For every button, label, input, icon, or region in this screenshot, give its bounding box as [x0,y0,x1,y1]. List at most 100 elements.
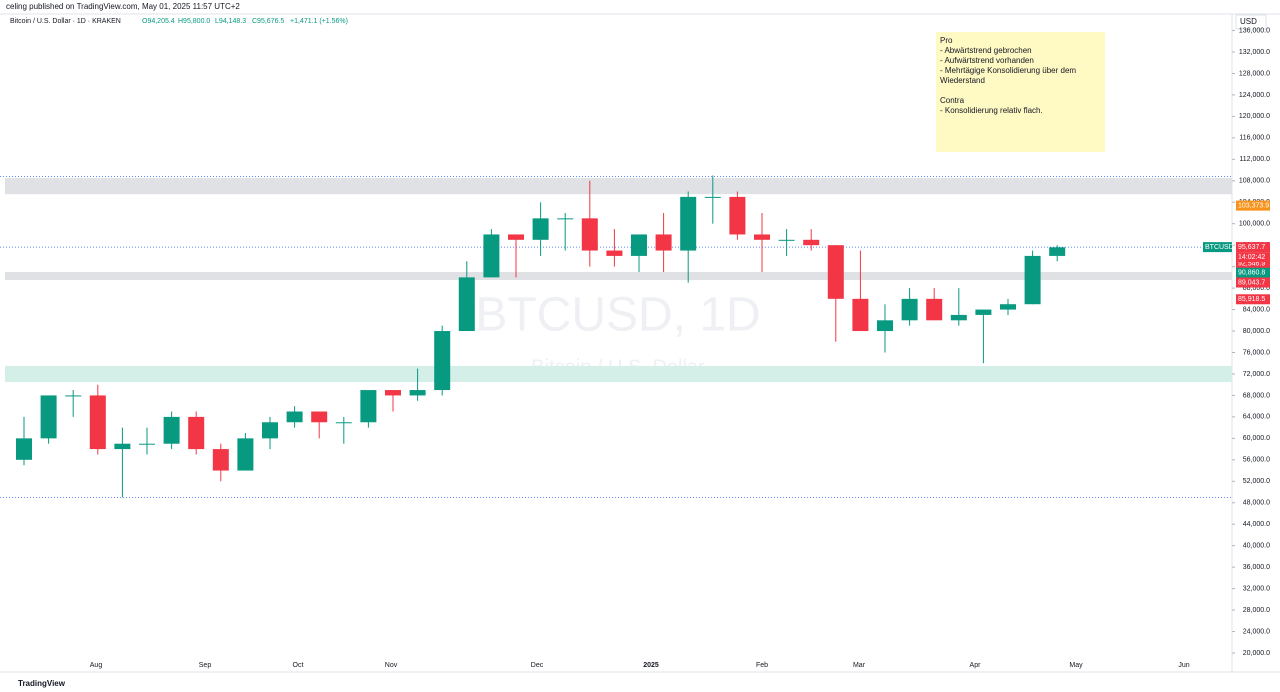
candle-body [89,395,106,450]
candle-body [163,416,180,444]
y-tick-label: 76,000.0 [1243,349,1270,356]
note-text: Contra [940,96,965,105]
candle-body [311,411,328,423]
candle-body [1024,255,1041,305]
candle-body [508,234,524,240]
y-tick-label: 56,000.0 [1243,457,1270,464]
candle-body [237,438,254,471]
candle-body [1000,304,1016,310]
candle-body [286,411,303,423]
y-tick-label: 116,000.0 [1239,135,1270,142]
y-tick-label: 100,000.0 [1239,221,1270,228]
candle-body [852,298,869,332]
low: L94,148.3 [215,18,246,25]
price-label: 92,546.9 [1238,261,1265,268]
price-label: 95,637.7 [1238,244,1265,251]
y-tick-label: 32,000.0 [1243,585,1270,592]
candle-body [385,390,401,396]
watermark: BTCUSD, 1D [475,289,760,342]
candle-body [139,443,155,445]
candle-body [409,390,426,396]
y-tick-label: 52,000.0 [1243,478,1270,485]
candle-body [950,314,967,321]
candle-body [926,298,943,321]
x-tick-label: Nov [385,662,398,669]
open: O94,205.4 [142,18,175,25]
candle-body [16,438,32,460]
x-tick-label: Feb [756,662,768,669]
candle-body [704,196,721,198]
candle-body [458,277,475,332]
price-label-box [1236,200,1270,211]
y-tick-label: 44,000.0 [1243,521,1270,528]
y-tick-label: 80,000.0 [1243,328,1270,335]
symbol: Bitcoin / U.S. Dollar · 1D · KRAKEN [10,18,121,25]
note-text: - Aufwärtstrend vorhanden [940,56,1034,65]
candle-body [581,218,598,251]
y-tick-label: 20,000.0 [1243,650,1270,657]
y-tick-label: 72,000.0 [1243,371,1270,378]
x-tick-label: Dec [531,662,544,669]
currency-box [1235,14,1267,30]
change: +1,471.1 (+1.56%) [290,18,348,25]
zone [5,178,1232,195]
candle-body [188,416,205,450]
price-label: 89,043.7 [1238,279,1265,286]
countdown: 14:02:42 [1238,254,1265,261]
candle-body [483,234,500,278]
ticker-tag: BTCUSD [1205,244,1234,251]
price-label-box [1236,258,1270,269]
y-tick-label: 128,000.0 [1239,70,1270,77]
price-label-box [1236,294,1270,305]
x-tick-label: Apr [970,662,982,669]
countdown-box [1236,252,1270,263]
price-label: 90,860.8 [1238,270,1265,277]
x-tick-label: 2025 [643,662,659,669]
candle-body [434,331,451,391]
y-tick-label: 124,000.0 [1239,92,1270,99]
candle-body [532,218,549,240]
candle-body [557,218,574,220]
published: celing published on TradingView.com, May… [6,2,240,11]
x-tick-label: Jun [1178,662,1189,669]
candle-body [114,443,131,450]
candle-body [40,395,57,439]
y-tick-label: 36,000.0 [1243,564,1270,571]
x-tick-label: Aug [90,662,103,669]
zone [5,272,1232,281]
candle-body [803,239,820,246]
y-tick-label: 24,000.0 [1243,628,1270,635]
y-tick-label: 88,000.0 [1243,285,1270,292]
x-tick-label: May [1069,662,1083,669]
y-tick-label: 120,000.0 [1239,113,1270,120]
y-tick-label: 112,000.0 [1239,156,1270,163]
currency: USD [1240,17,1257,26]
note-text: - Konsolidierung relativ flach. [940,106,1043,115]
candle-body [877,320,893,332]
candle-body [262,422,278,439]
x-tick-label: Oct [293,662,304,669]
candle-body [65,395,82,397]
candle-body [729,196,746,235]
zone [5,365,1232,383]
close: C95,676.5 [252,18,284,25]
note-text: - Abwärtstrend gebrochen [940,46,1032,55]
note-text: - Mehrtägige Konsolidierung über dem Wie… [940,66,1077,85]
y-tick-label: 132,000.0 [1239,49,1270,56]
x-tick-label: Mar [853,662,866,669]
candle-body [655,234,672,251]
candle-body [778,239,795,241]
y-tick-label: 136,000.0 [1239,27,1270,34]
x-tick-label: Sep [199,662,212,669]
note: Pro - Abwärtstrend gebrochen - Aufwärtst… [936,32,1105,152]
price-label-box [1236,242,1270,253]
candle-body [680,196,697,251]
y-tick-label: 28,000.0 [1243,607,1270,614]
candle-body [975,309,992,315]
candle-body [754,234,770,240]
candle-body [827,245,844,299]
y-tick-label: 40,000.0 [1243,543,1270,550]
y-tick-label: 64,000.0 [1243,414,1270,421]
y-tick-label: 48,000.0 [1243,500,1270,507]
